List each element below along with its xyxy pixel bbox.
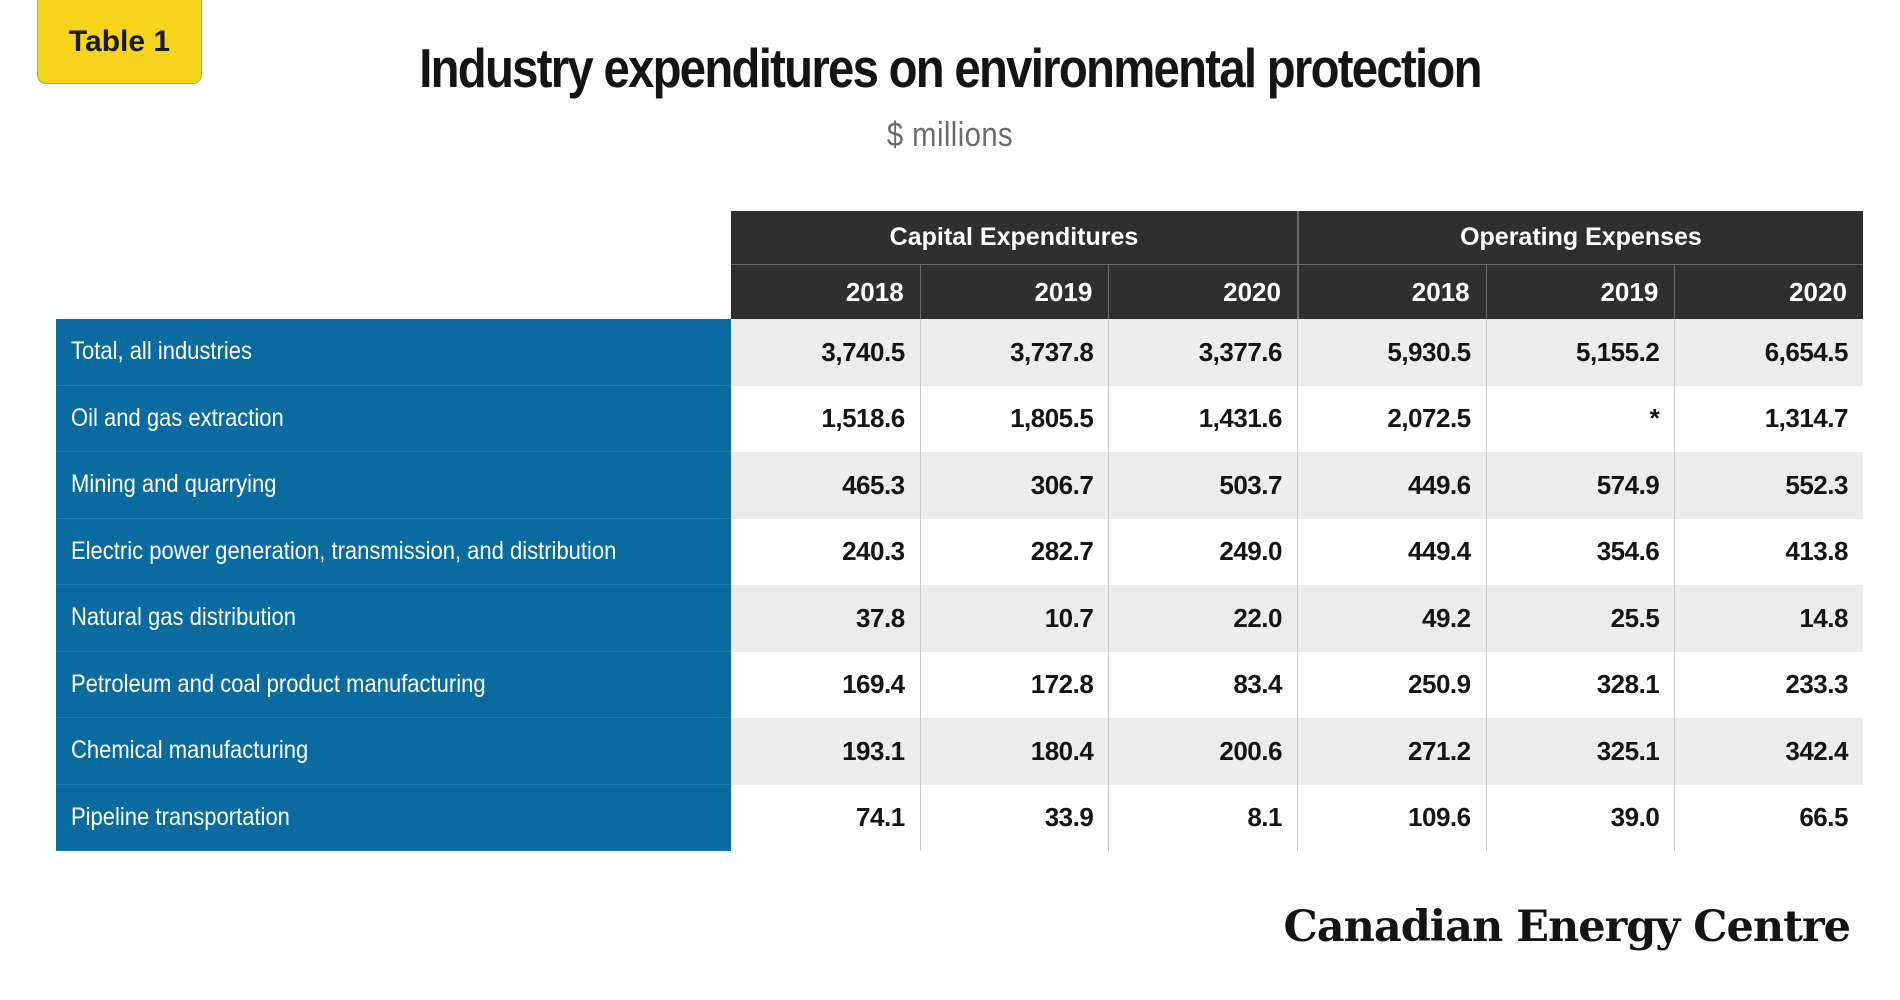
table-cell: 3,737.8 (919, 319, 1109, 386)
year-header: 2018 (731, 265, 920, 319)
row-label-text: Total, all industries (71, 337, 252, 366)
table-cell: 193.1 (731, 718, 920, 785)
row-label: Petroleum and coal product manufacturing (56, 651, 731, 718)
table-cell: 449.6 (1296, 452, 1486, 519)
row-label: Natural gas distribution (56, 585, 731, 652)
table-cell: 83.4 (1108, 651, 1297, 718)
table-cell: 1,805.5 (919, 385, 1109, 452)
group-header-operating: Operating Expenses (1296, 211, 1863, 265)
table-cell: 1,431.6 (1108, 385, 1297, 452)
row-label: Electric power generation, transmission,… (56, 518, 731, 585)
publisher-logo: Canadian Energy Centre (1283, 902, 1851, 952)
table-cell: 172.8 (919, 651, 1109, 718)
table-cell: 503.7 (1108, 452, 1297, 519)
table-cell: 1,518.6 (731, 385, 920, 452)
table-corner (56, 211, 731, 319)
table-number-badge: Table 1 (37, 0, 202, 84)
table-cell: 3,377.6 (1108, 319, 1297, 386)
row-label-text: Petroleum and coal product manufacturing (71, 669, 486, 698)
table-cell: 282.7 (919, 518, 1109, 585)
row-label-text: Natural gas distribution (71, 603, 297, 632)
table-cell: * (1485, 385, 1675, 452)
table-cell: 413.8 (1674, 518, 1863, 585)
table-cell: 342.4 (1674, 718, 1863, 785)
page-title: Industry expenditures on environmental p… (419, 37, 1482, 99)
table-cell: 33.9 (919, 784, 1109, 851)
table-cell: 37.8 (731, 585, 920, 652)
row-label-text: Electric power generation, transmission,… (71, 536, 617, 565)
table-cell: 328.1 (1485, 651, 1675, 718)
table-cell: 306.7 (919, 452, 1109, 519)
table-cell: 233.3 (1674, 651, 1863, 718)
table-cell: 354.6 (1485, 518, 1675, 585)
table-cell: 109.6 (1296, 784, 1486, 851)
table-cell: 240.3 (731, 518, 920, 585)
table-cell: 200.6 (1108, 718, 1297, 785)
table-cell: 22.0 (1108, 585, 1297, 652)
row-label: Pipeline transportation (56, 784, 731, 851)
units-subtitle: $ millions (886, 116, 1014, 154)
table-cell: 325.1 (1485, 718, 1675, 785)
table-cell: 49.2 (1296, 585, 1486, 652)
expenditures-table: Capital Expenditures Operating Expenses … (56, 211, 1863, 851)
table-cell: 5,155.2 (1485, 319, 1675, 386)
row-label-text: Mining and quarrying (71, 470, 277, 499)
table-cell: 10.7 (919, 585, 1109, 652)
table-cell: 574.9 (1485, 452, 1675, 519)
table-cell: 552.3 (1674, 452, 1863, 519)
table-cell: 39.0 (1485, 784, 1675, 851)
table-cell: 250.9 (1296, 651, 1486, 718)
row-label-text: Pipeline transportation (71, 802, 290, 831)
row-label: Chemical manufacturing (56, 718, 731, 785)
table-cell: 271.2 (1296, 718, 1486, 785)
row-label: Total, all industries (56, 319, 731, 386)
group-header-capital: Capital Expenditures (731, 211, 1297, 265)
table-cell: 25.5 (1485, 585, 1675, 652)
table-cell: 6,654.5 (1674, 319, 1863, 386)
table-cell: 66.5 (1674, 784, 1863, 851)
row-label: Oil and gas extraction (56, 385, 731, 452)
row-label-text: Chemical manufacturing (71, 736, 309, 765)
table-cell: 8.1 (1108, 784, 1297, 851)
year-header: 2020 (1674, 265, 1863, 319)
table-cell: 14.8 (1674, 585, 1863, 652)
year-header: 2020 (1108, 265, 1297, 319)
table-cell: 169.4 (731, 651, 920, 718)
table-cell: 449.4 (1296, 518, 1486, 585)
table-cell: 2,072.5 (1296, 385, 1486, 452)
year-header: 2019 (1485, 265, 1675, 319)
table-cell: 3,740.5 (731, 319, 920, 386)
table-cell: 1,314.7 (1674, 385, 1863, 452)
year-header: 2018 (1296, 265, 1486, 319)
table-cell: 5,930.5 (1296, 319, 1486, 386)
row-label-text: Oil and gas extraction (71, 403, 284, 432)
table-cell: 74.1 (731, 784, 920, 851)
table-cell: 465.3 (731, 452, 920, 519)
table-cell: 249.0 (1108, 518, 1297, 585)
row-label: Mining and quarrying (56, 452, 731, 519)
year-header: 2019 (919, 265, 1109, 319)
table-cell: 180.4 (919, 718, 1109, 785)
